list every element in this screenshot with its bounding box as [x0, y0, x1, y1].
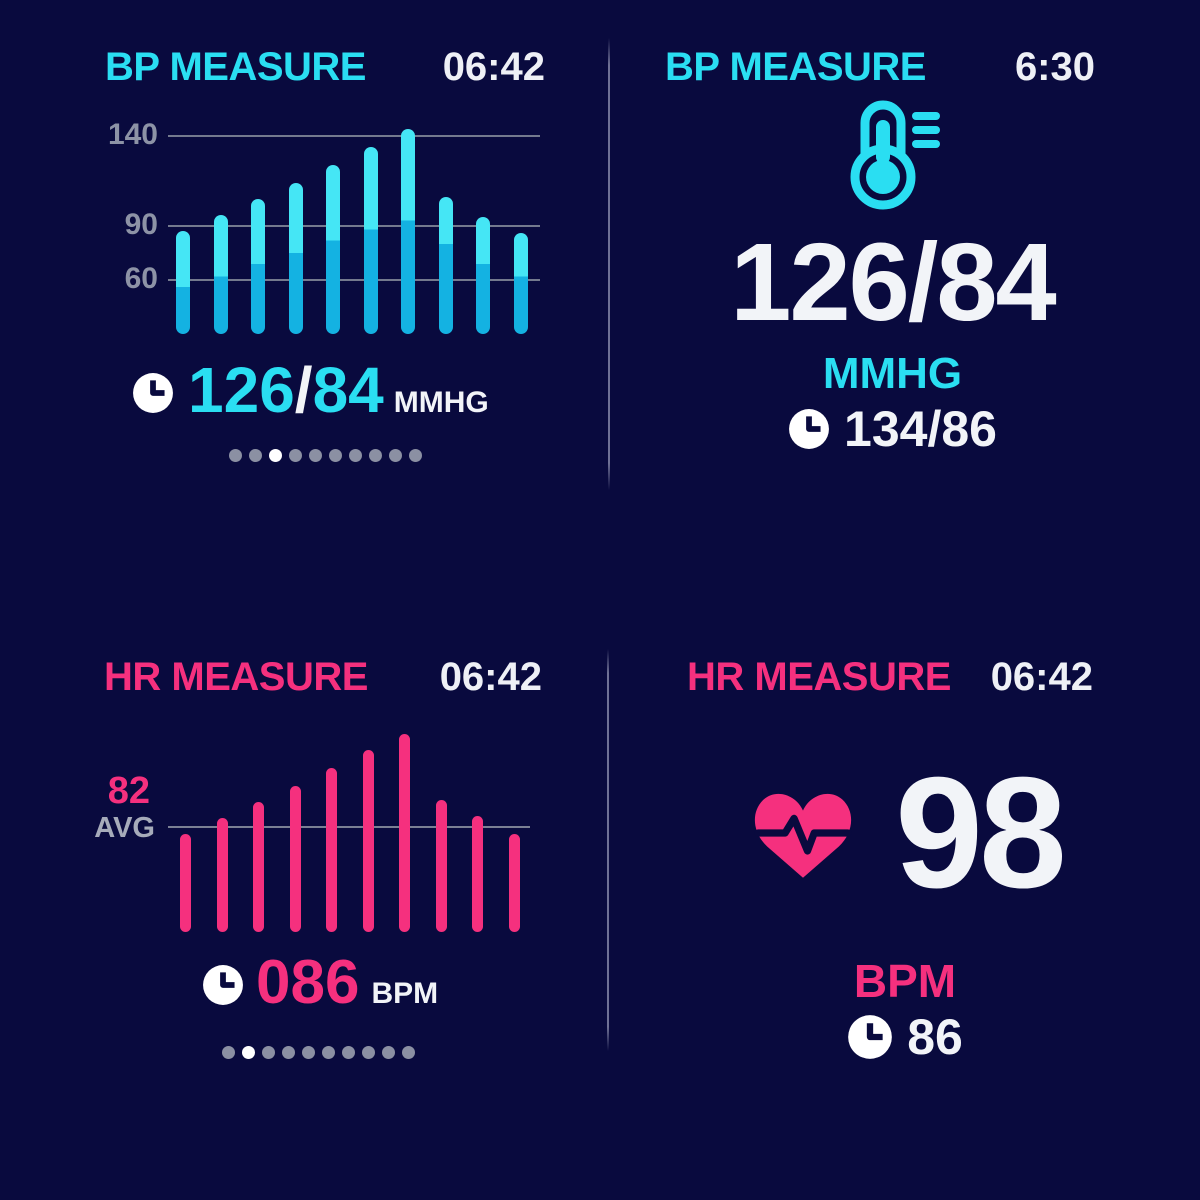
panel-time: 06:42 — [442, 45, 545, 89]
panel-title: BP MEASURE — [105, 45, 366, 89]
bp-bar — [288, 182, 303, 334]
panel-divider — [608, 38, 610, 490]
pagination-dot[interactable] — [362, 1046, 375, 1059]
hr-bar — [472, 816, 483, 932]
hr-bar — [326, 768, 337, 932]
bp-bar — [213, 215, 228, 334]
panel-divider — [607, 649, 609, 1051]
bp-bar — [401, 128, 415, 334]
panel-title: HR MEASURE — [104, 655, 368, 699]
bp-bar — [363, 146, 378, 334]
bp-bar — [326, 164, 340, 334]
pagination-dot[interactable] — [329, 449, 342, 462]
panel-time: 06:42 — [990, 655, 1093, 699]
hr-value-row: 98 — [655, 745, 1155, 921]
pagination-dot[interactable] — [382, 1046, 395, 1059]
avg-line — [168, 826, 530, 828]
last-reading: 86 — [907, 1009, 963, 1065]
thermometer-icon — [836, 100, 946, 215]
panel-time: 6:30 — [1014, 45, 1095, 89]
bp-reading-value: 126/84 MMHG — [188, 358, 489, 440]
hr-avg-value: 82 — [107, 770, 150, 812]
bp-bar — [513, 233, 528, 334]
hr-bar — [362, 750, 374, 932]
pagination-dot[interactable] — [282, 1046, 295, 1059]
pagination-dot[interactable] — [302, 1046, 315, 1059]
pagination-dot[interactable] — [249, 449, 262, 462]
last-reading-row: 134/86 — [640, 404, 1145, 454]
hr-bar — [399, 734, 410, 932]
y-tick-label: 90 — [124, 208, 158, 241]
hr-bar — [508, 834, 520, 932]
last-reading-row: 86 — [655, 1012, 1155, 1062]
bp-bar — [438, 197, 453, 334]
pagination-dot[interactable] — [269, 449, 282, 462]
pagination-dot[interactable] — [229, 449, 242, 462]
pagination-dot[interactable] — [409, 449, 422, 462]
bp-bar — [176, 231, 190, 334]
gridline — [168, 135, 540, 137]
last-reading: 134/86 — [844, 401, 997, 457]
y-tick-label: 140 — [107, 118, 158, 151]
pagination-dot[interactable] — [322, 1046, 335, 1059]
pagination — [229, 449, 422, 462]
pagination-dot[interactable] — [262, 1046, 275, 1059]
pagination-dot[interactable] — [369, 449, 382, 462]
hr-bar — [253, 802, 264, 932]
heart-icon — [747, 777, 859, 889]
hr-unit-label: BPM — [371, 977, 439, 1010]
mmhg-label: MMHG — [822, 349, 963, 398]
gridline — [168, 225, 540, 227]
bp-value: 126/84 — [730, 221, 1056, 344]
hr-reading-value: 086 BPM — [256, 952, 438, 1030]
panel-time: 06:42 — [439, 655, 542, 699]
bp-unit-label: MMHG — [393, 386, 489, 419]
hr-value: 98 — [895, 745, 1067, 921]
pagination-dot[interactable] — [389, 449, 402, 462]
bp-bar — [251, 199, 265, 334]
hr-bar — [180, 834, 191, 932]
clock-icon — [132, 372, 174, 414]
bp-systolic: 126 — [188, 354, 295, 426]
hr-bpm-value: 086 — [256, 948, 360, 1017]
pagination-dot[interactable] — [222, 1046, 235, 1059]
clock-icon — [202, 964, 244, 1006]
pagination-dot[interactable] — [342, 1046, 355, 1059]
clock-icon — [847, 1014, 893, 1060]
pagination-dot[interactable] — [349, 449, 362, 462]
bp-bar — [476, 217, 490, 334]
pagination — [222, 1046, 415, 1059]
bp-slash: / — [294, 354, 313, 426]
panel-title: BP MEASURE — [665, 45, 926, 89]
bpm-label: BPM — [853, 955, 957, 1007]
pagination-dot[interactable] — [289, 449, 302, 462]
hr-bar — [289, 786, 301, 932]
gridline — [168, 279, 540, 281]
bp-diastolic: 84 — [312, 354, 384, 426]
y-tick-label: 60 — [124, 262, 158, 295]
hr-bar — [216, 818, 228, 932]
hr-bar — [435, 800, 447, 932]
clock-icon — [788, 408, 830, 450]
pagination-dot[interactable] — [402, 1046, 415, 1059]
pagination-dot[interactable] — [309, 449, 322, 462]
panel-title: HR MEASURE — [687, 655, 951, 699]
pagination-dot[interactable] — [242, 1046, 255, 1059]
hr-avg-label: AVG — [94, 812, 155, 844]
